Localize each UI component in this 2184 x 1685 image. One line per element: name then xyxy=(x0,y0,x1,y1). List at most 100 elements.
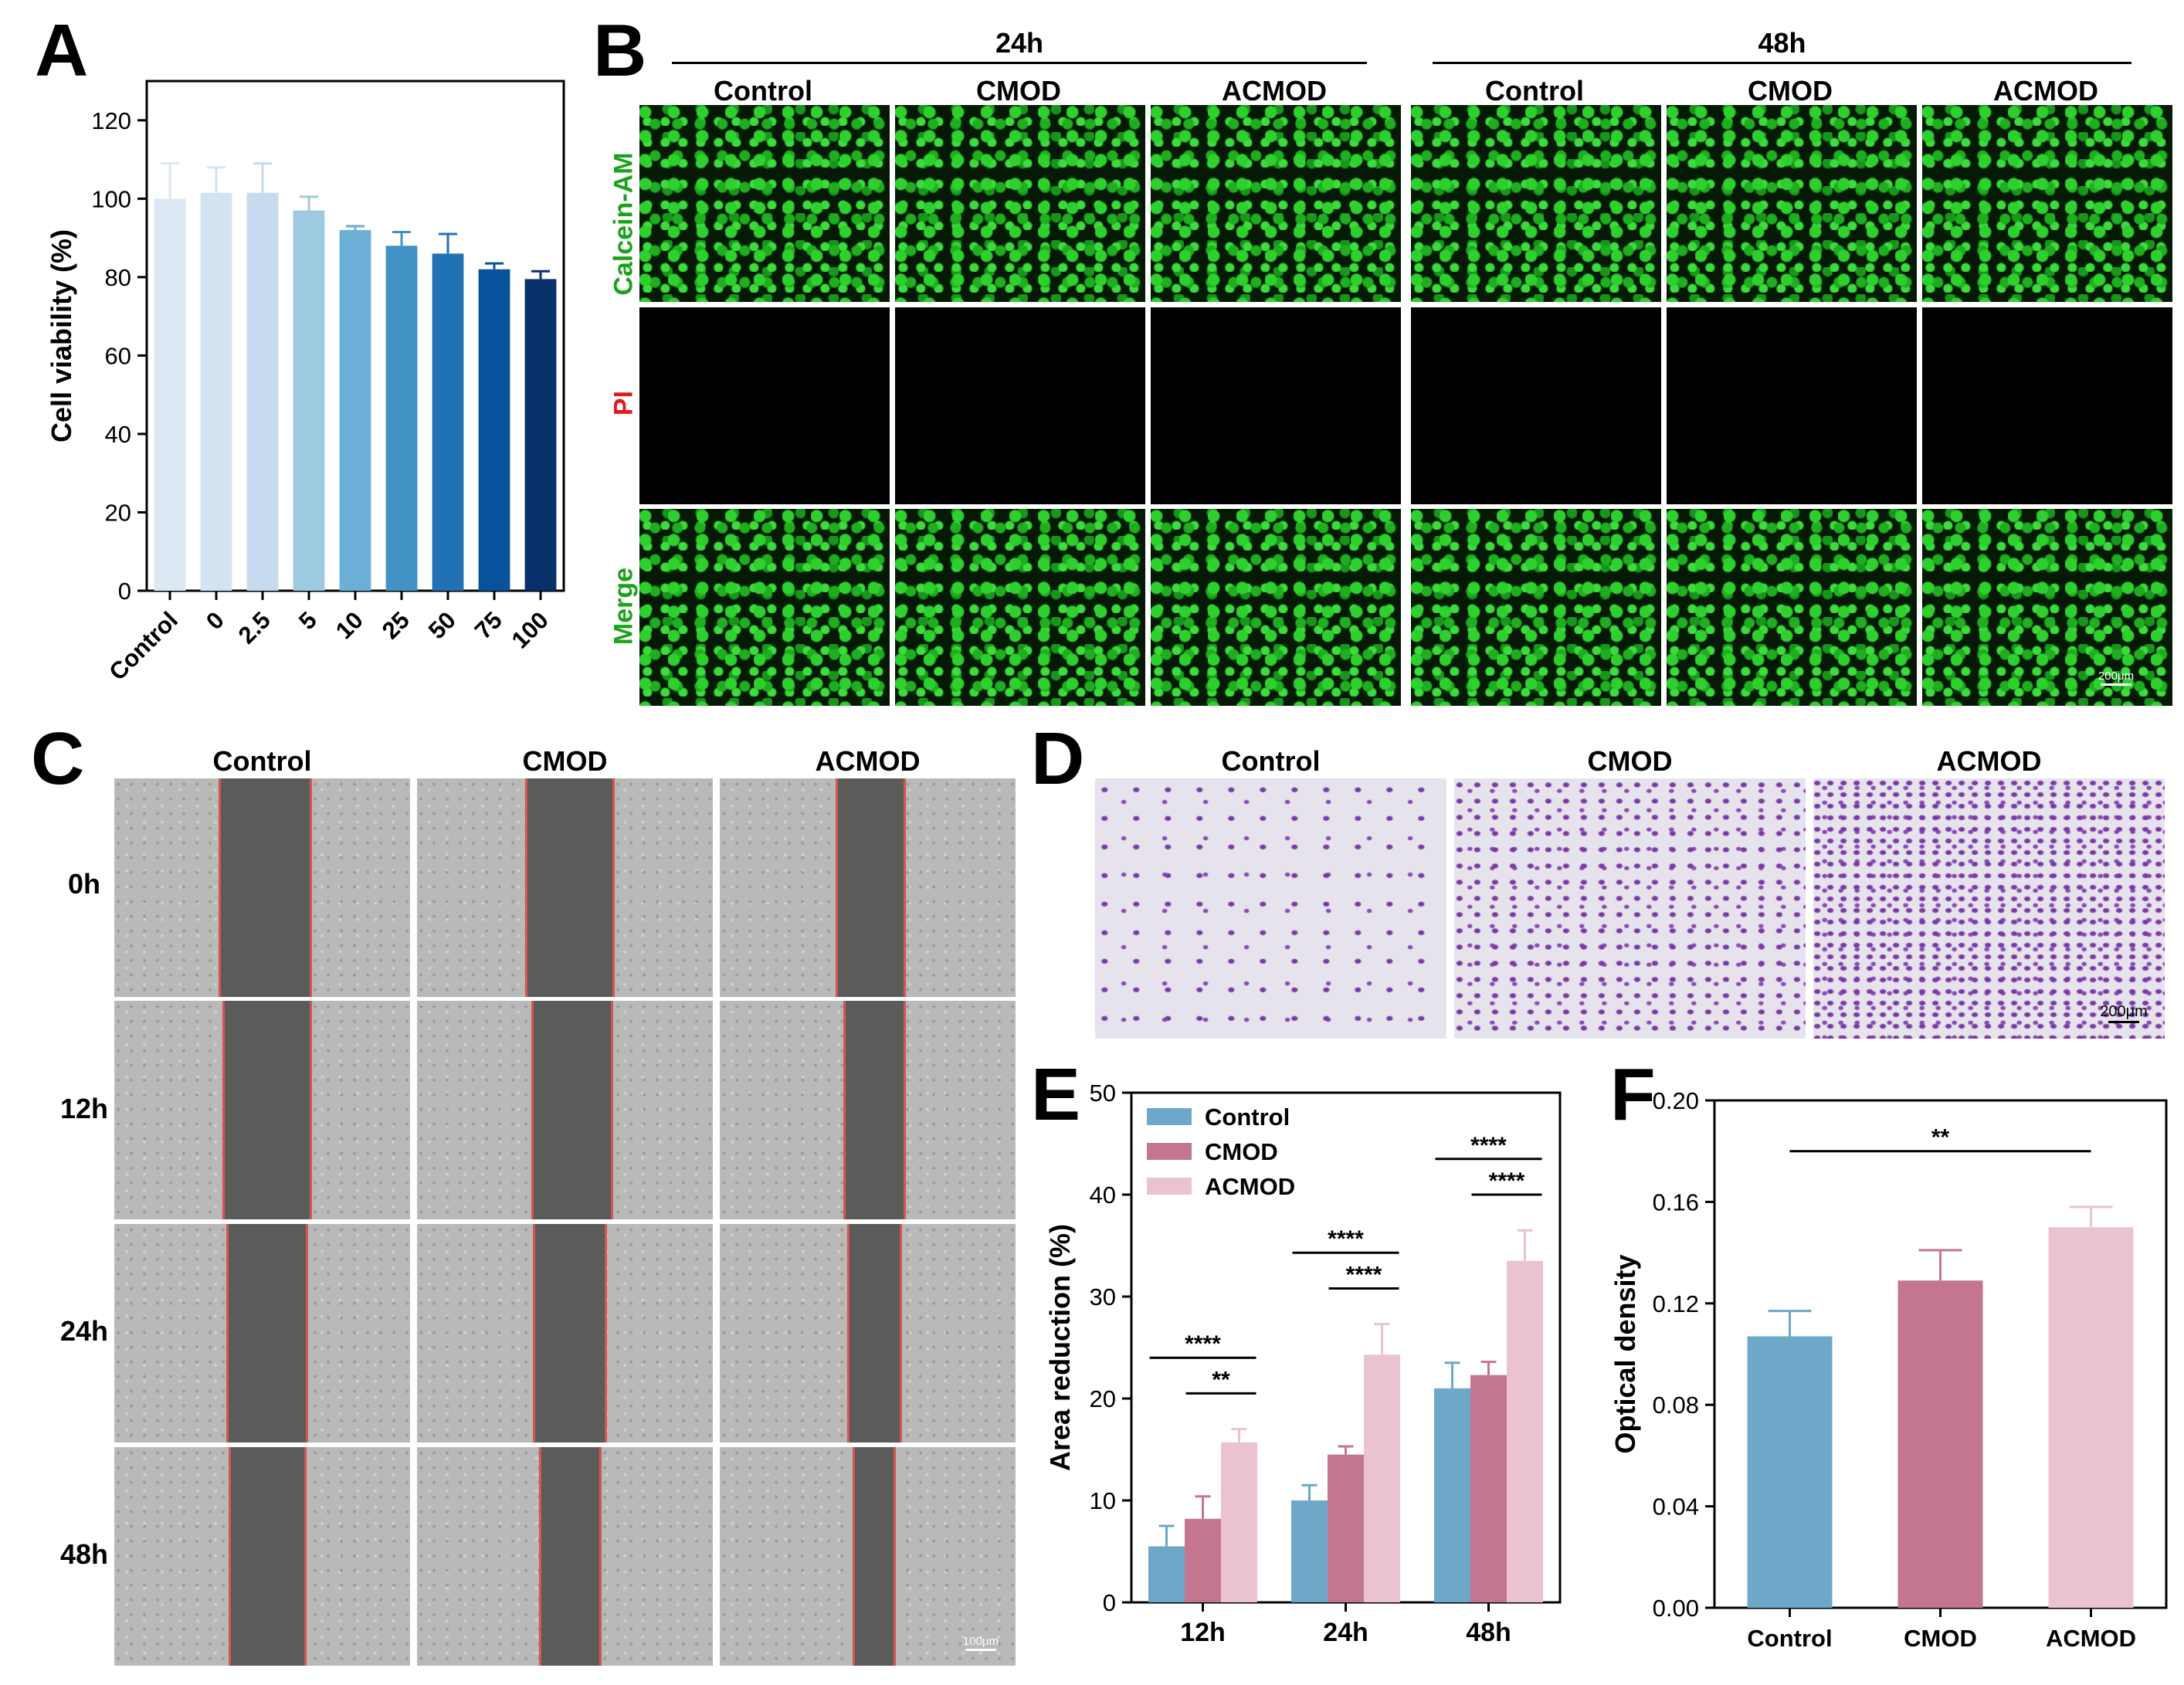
wound-gap-region xyxy=(222,1001,312,1219)
x-tick-label: 50 xyxy=(423,606,461,644)
y-tick-label: 80 xyxy=(105,264,131,291)
wound-gap-region xyxy=(836,778,906,997)
fluorescence-image-pi-1 xyxy=(639,307,890,504)
transwell-image-control xyxy=(1095,778,1446,1039)
fluorescence-image-merge-5 xyxy=(1667,509,1917,706)
bar xyxy=(1148,1546,1185,1602)
c-row-label-48h: 48h xyxy=(59,1538,108,1570)
d-scale-label: 200μm xyxy=(2100,1003,2148,1020)
fluorescence-image-merge-1 xyxy=(639,509,890,706)
bar xyxy=(2048,1227,2134,1608)
bar xyxy=(385,246,418,591)
panel-letter-e: E xyxy=(1031,1053,1081,1136)
wound-gap-region xyxy=(847,1224,902,1443)
y-tick-label: 0.08 xyxy=(1653,1392,1699,1419)
y-axis-label: Optical density xyxy=(1610,1254,1641,1453)
x-tick-label: 48h xyxy=(1466,1618,1511,1647)
wound-image-48h-1 xyxy=(114,1447,410,1666)
bar xyxy=(200,192,232,591)
x-tick-label: 12h xyxy=(1180,1618,1226,1647)
wound-gap-region xyxy=(229,1447,307,1666)
fluorescence-image-pi-2 xyxy=(895,307,1145,504)
panel-letter-d: D xyxy=(1031,717,1085,800)
x-tick-label: ACMOD xyxy=(2046,1625,2136,1652)
b-col-header-6: ACMOD xyxy=(1993,75,2098,107)
c-col-header-2: CMOD xyxy=(522,745,608,777)
wound-image-0h-2 xyxy=(417,778,713,997)
y-tick-label: 0.20 xyxy=(1653,1087,1699,1114)
y-axis-label: Cell viability (%) xyxy=(46,229,77,442)
wound-image-12h-1 xyxy=(114,1001,410,1219)
c-row-label-12h: 12h xyxy=(59,1093,108,1124)
legend-swatch xyxy=(1147,1143,1192,1160)
wound-image-0h-3 xyxy=(720,778,1016,997)
row-label-calcein-am: Calcein-AM xyxy=(609,152,639,296)
significance-label: **** xyxy=(1470,1133,1507,1158)
y-tick-label: 60 xyxy=(105,342,131,369)
x-tick-label: Control xyxy=(103,606,183,686)
x-tick-label: 2.5 xyxy=(233,606,276,649)
bar xyxy=(339,229,371,591)
transwell-image-acmod xyxy=(1813,778,2165,1039)
bar xyxy=(154,198,186,591)
wound-gap-region xyxy=(539,1447,602,1666)
fluorescence-image-calcein-5 xyxy=(1667,105,1917,302)
wound-image-12h-2 xyxy=(417,1001,713,1219)
fluorescence-image-pi-4 xyxy=(1411,307,1661,504)
b-col-header-5: CMOD xyxy=(1748,75,1833,107)
fluorescence-image-pi-3 xyxy=(1151,307,1401,504)
x-tick-label: 75 xyxy=(470,606,507,644)
y-tick-label: 0.00 xyxy=(1653,1595,1699,1622)
fluorescence-image-calcein-2 xyxy=(895,105,1145,302)
c-scale-label: 100μm xyxy=(962,1635,999,1648)
significance-label: **** xyxy=(1328,1226,1364,1252)
y-tick-label: 40 xyxy=(105,421,131,448)
x-tick-label: CMOD xyxy=(1904,1625,1977,1652)
chart-f-optical-density: 0.00 0.04 0.08 0.12 0.16 0.20 Optical density C… xyxy=(1610,1087,2168,1652)
bar xyxy=(293,210,325,591)
bar xyxy=(524,279,557,591)
b-col-header-4: Control xyxy=(1485,75,1584,107)
x-tick-label: 25 xyxy=(377,606,415,644)
y-tick-label: 10 xyxy=(1090,1487,1116,1514)
bar xyxy=(1470,1375,1507,1602)
wound-gap-region xyxy=(219,778,312,997)
wound-image-12h-3 xyxy=(720,1001,1016,1219)
c-row-label-24h: 24h xyxy=(59,1315,108,1347)
fluorescence-image-calcein-6 xyxy=(1922,105,2172,302)
bar xyxy=(1897,1280,1983,1608)
fluorescence-image-merge-6 xyxy=(1922,509,2172,706)
wound-gap-region xyxy=(533,1224,607,1443)
bar xyxy=(1747,1336,1833,1608)
bar xyxy=(478,269,510,591)
d-col-header-3: ACMOD xyxy=(1936,745,2042,777)
c-row-label-0h: 0h xyxy=(67,868,100,900)
panel-letter-f: F xyxy=(1610,1053,1656,1136)
row-label-pi: PI xyxy=(609,390,639,416)
y-tick-label: 50 xyxy=(1090,1081,1116,1107)
y-tick-label: 120 xyxy=(91,107,131,134)
x-tick-label: 10 xyxy=(331,606,368,644)
x-tick-label: 100 xyxy=(507,606,554,653)
fluorescence-image-merge-3 xyxy=(1151,509,1401,706)
c-col-header-1: Control xyxy=(212,745,312,777)
y-tick-label: 20 xyxy=(1090,1385,1116,1412)
fluorescence-image-merge-4 xyxy=(1411,509,1661,706)
bar xyxy=(1328,1454,1364,1602)
bar xyxy=(1221,1442,1257,1602)
b-col-header-1: Control xyxy=(714,75,812,107)
fluorescence-image-calcein-4 xyxy=(1411,105,1661,302)
panel-letter-a: A xyxy=(35,9,89,92)
x-tick-label: Control xyxy=(1747,1625,1832,1652)
time-label-48h: 48h xyxy=(1758,27,1806,59)
y-tick-label: 20 xyxy=(105,499,131,526)
row-label-merge: Merge xyxy=(609,567,639,646)
transwell-image-cmod xyxy=(1454,778,1806,1039)
b-scale-label: 200μm xyxy=(2098,670,2135,683)
significance-label: **** xyxy=(1346,1262,1382,1287)
y-tick-label: 0 xyxy=(1103,1589,1116,1616)
d-scale-bar: 200μm xyxy=(2094,1004,2153,1023)
c-scale-bar: 100μm xyxy=(958,1636,1004,1651)
fluorescence-image-pi-5 xyxy=(1667,307,1917,504)
